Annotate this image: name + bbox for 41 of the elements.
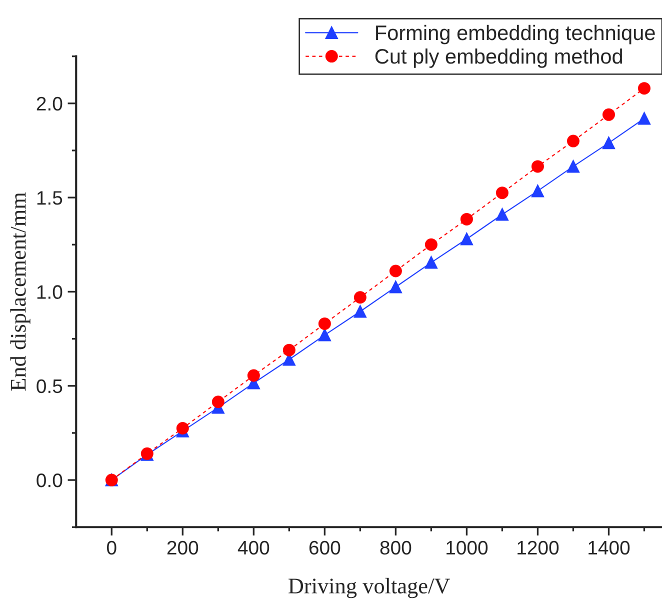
point <box>389 264 402 278</box>
point <box>354 305 366 318</box>
point <box>496 186 508 200</box>
point <box>460 212 473 226</box>
point <box>318 317 331 330</box>
point <box>212 396 224 408</box>
point <box>531 160 544 173</box>
point <box>531 184 544 198</box>
point <box>247 369 260 382</box>
x-tick-label: 0 <box>106 540 116 555</box>
point <box>496 208 508 221</box>
y-tick-label: 0.5 <box>36 379 62 394</box>
y-tick-label: 1.5 <box>37 191 62 205</box>
x-tick-label: 600 <box>309 540 340 555</box>
point <box>566 134 580 148</box>
x-tick-label: 1000 <box>446 540 488 555</box>
point <box>424 256 438 269</box>
legend-label: Forming embedding technique <box>376 24 655 44</box>
point <box>318 328 331 342</box>
x-axis-title: Driving voltage/V <box>288 578 450 598</box>
y-tick-label: 2.0 <box>36 96 62 111</box>
y-tick-label: 0.0 <box>36 474 62 488</box>
point <box>566 160 580 173</box>
point <box>638 82 650 95</box>
x-tick-label: 1200 <box>518 540 559 555</box>
x-tick-label: 800 <box>380 540 412 555</box>
y-axis-title: End displacement/mm <box>10 192 30 391</box>
x-tick-label: 400 <box>238 540 270 555</box>
point <box>389 280 402 294</box>
point <box>602 136 615 150</box>
y-tick-label: 1.0 <box>37 285 62 299</box>
point <box>354 291 366 304</box>
point <box>176 422 189 434</box>
x-tick-label: 1400 <box>588 540 630 555</box>
legend-label: Cut ply embedding method <box>375 48 622 68</box>
point <box>602 108 615 121</box>
point <box>424 238 438 251</box>
point <box>282 344 296 356</box>
point <box>460 232 473 246</box>
point <box>638 112 650 125</box>
x-tick-label: 200 <box>167 540 198 555</box>
